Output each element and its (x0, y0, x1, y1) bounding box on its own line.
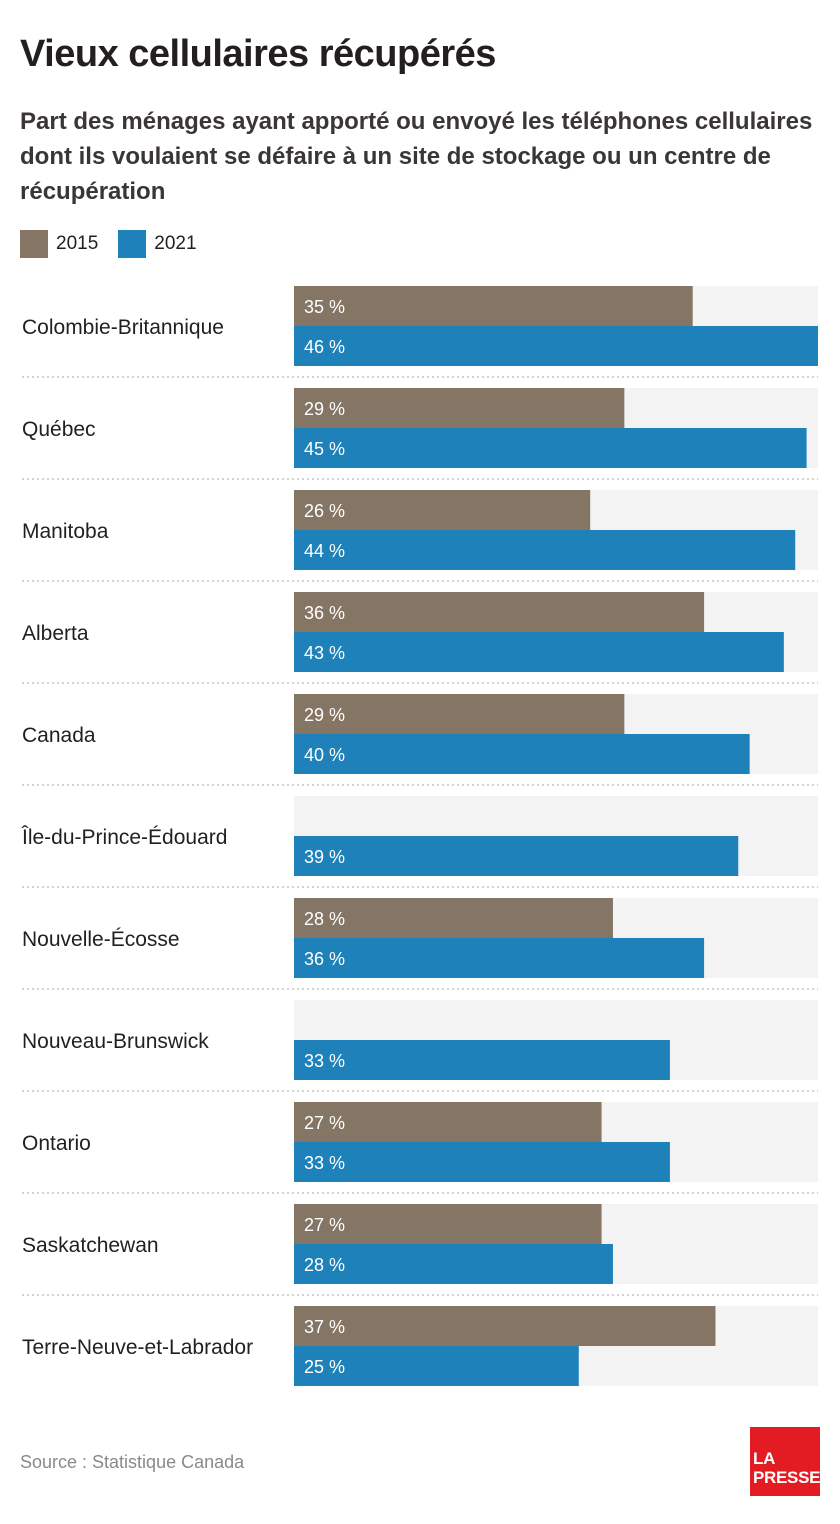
source-note: Source : Statistique Canada (20, 1452, 245, 1472)
value-label-2021-alberta: 43 % (304, 643, 345, 663)
bar-2021-nouveau-brunswick (294, 1040, 670, 1080)
category-label-ontario: Ontario (22, 1132, 91, 1155)
chart-title: Vieux cellulaires récupérés (20, 33, 496, 75)
legend-swatch-2021 (118, 230, 147, 258)
la-presse-logo: LA PRESSE (750, 1427, 820, 1496)
value-label-2015-manitoba: 26 % (304, 501, 345, 521)
value-label-2021-saskatchewan: 28 % (304, 1255, 345, 1275)
value-label-2015-colombie-britannique: 35 % (304, 297, 345, 317)
legend: 2015 2021 (20, 229, 217, 259)
value-label-2015-ontario: 27 % (304, 1113, 345, 1133)
bar-2015-canada (294, 694, 625, 734)
bar-2015-saskatchewan (294, 1204, 602, 1244)
value-label-2021-nouveau-brunswick: 33 % (304, 1051, 345, 1071)
category-label-canada: Canada (22, 724, 96, 747)
category-label-terre-neuve-et-labrador: Terre-Neuve-et-Labrador (22, 1336, 253, 1359)
chart-subtitle: Part des ménages ayant apporté ou envoyé… (20, 108, 813, 205)
bar-2021-colombie-britannique (294, 326, 818, 366)
bar-2015-manitoba (294, 490, 591, 530)
category-label-quebec: Québec (22, 418, 96, 441)
value-label-2021-ontario: 33 % (304, 1153, 345, 1173)
value-label-2021-terre-neuve-et-labrador: 25 % (304, 1357, 345, 1377)
bar-2021-manitoba (294, 530, 796, 570)
category-label-colombie-britannique: Colombie-Britannique (22, 316, 224, 339)
value-label-2015-alberta: 36 % (304, 603, 345, 623)
bar-2021-ontario (294, 1142, 670, 1182)
value-label-2015-nouvelle-ecosse: 28 % (304, 909, 345, 929)
legend-label-2015: 2015 (56, 233, 99, 254)
value-label-2021-nouvelle-ecosse: 36 % (304, 949, 345, 969)
logo-line-1: LA (753, 1449, 776, 1468)
bar-2021-quebec (294, 428, 807, 468)
category-label-nouveau-brunswick: Nouveau-Brunswick (22, 1030, 209, 1053)
legend-item-2021: 2021 (118, 230, 197, 258)
bar-2021-terre-neuve-et-labrador (294, 1346, 579, 1386)
value-label-2015-terre-neuve-et-labrador: 37 % (304, 1317, 345, 1337)
value-label-2021-quebec: 45 % (304, 439, 345, 459)
category-label-alberta: Alberta (22, 622, 89, 645)
value-label-2021-manitoba: 44 % (304, 541, 345, 561)
category-label-nouvelle-ecosse: Nouvelle-Écosse (22, 928, 180, 951)
bar-2015-quebec (294, 388, 625, 428)
bar-2021-nouvelle-ecosse (294, 938, 705, 978)
value-label-2021-ile-du-prince-edouard: 39 % (304, 847, 345, 867)
category-label-saskatchewan: Saskatchewan (22, 1234, 159, 1257)
bar-2021-alberta (294, 632, 784, 672)
bar-2015-colombie-britannique (294, 286, 693, 326)
value-label-2015-saskatchewan: 27 % (304, 1215, 345, 1235)
bar-2021-ile-du-prince-edouard (294, 836, 739, 876)
bar-chart: Colombie-Britannique 35 % 46 % Québec 29 % 45… (21, 286, 818, 1386)
bar-2015-ontario (294, 1102, 602, 1142)
bar-2015-nouvelle-ecosse (294, 898, 613, 938)
category-label-manitoba: Manitoba (22, 520, 109, 543)
bar-2021-canada (294, 734, 750, 774)
category-label-ile-du-prince-edouard: Île-du-Prince-Édouard (21, 826, 227, 849)
logo-line-2: PRESSE (753, 1468, 821, 1487)
value-label-2015-canada: 29 % (304, 705, 345, 725)
bar-2015-terre-neuve-et-labrador (294, 1306, 716, 1346)
legend-item-2015: 2015 (20, 230, 98, 258)
value-label-2021-canada: 40 % (304, 745, 345, 765)
bar-2021-saskatchewan (294, 1244, 613, 1284)
legend-label-2021: 2021 (154, 233, 197, 254)
value-label-2021-colombie-britannique: 46 % (304, 337, 345, 357)
bar-2015-alberta (294, 592, 705, 632)
value-label-2015-quebec: 29 % (304, 399, 345, 419)
legend-swatch-2015 (20, 230, 48, 258)
